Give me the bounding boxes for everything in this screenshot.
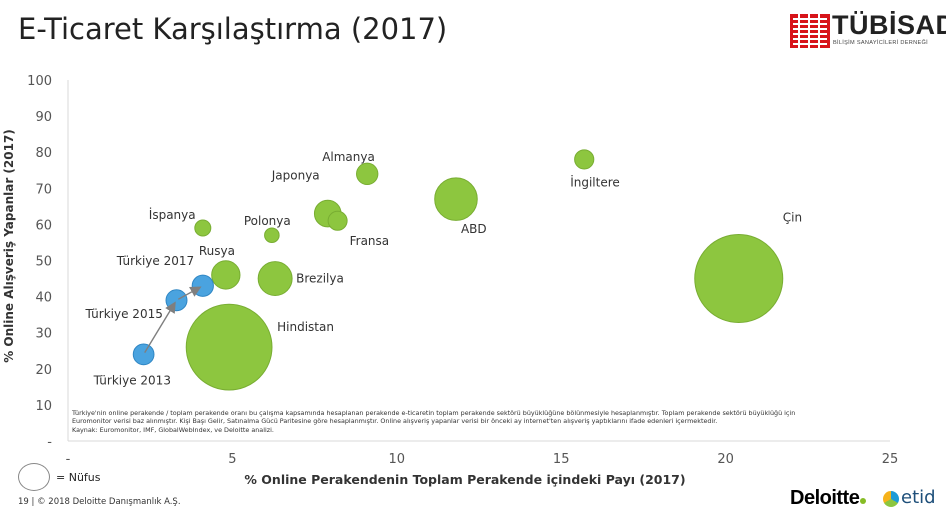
x-tick-label: 5 xyxy=(228,452,236,467)
trend-arrow xyxy=(144,301,176,353)
bubble xyxy=(356,162,379,186)
y-tick-label: 90 xyxy=(35,110,52,125)
etid-logo: etid xyxy=(901,487,936,508)
bubble-label: Çin xyxy=(783,211,802,225)
bubble xyxy=(191,274,214,297)
bubble xyxy=(165,289,188,312)
bubble xyxy=(211,260,241,290)
y-tick-label: 40 xyxy=(35,291,52,306)
bubble xyxy=(574,149,595,170)
bubbles xyxy=(132,149,784,391)
bubble xyxy=(694,234,784,324)
trend-arrow xyxy=(178,286,202,300)
tubisad-flag-icon xyxy=(790,14,830,48)
bubble-label: Almanya xyxy=(322,150,375,164)
bubble-label: İngiltere xyxy=(570,174,620,189)
chart-footnote: Türkiye'nin online perakende / toplam pe… xyxy=(72,409,892,434)
bubble xyxy=(264,227,280,244)
x-tick-label: 20 xyxy=(717,452,734,467)
bubble xyxy=(194,219,212,237)
bubble-labels: Çin Hindistan ABD Brezilya Japonya Rusya Alman… xyxy=(85,150,803,387)
bubble-label: Hindistan xyxy=(277,320,334,334)
x-axis-label: % Online Perakendenin Toplam Perakende i… xyxy=(244,472,685,487)
x-tick-label: 15 xyxy=(553,452,570,467)
bubble-label: ABD xyxy=(461,222,487,236)
y-tick-label: 80 xyxy=(35,146,52,161)
bubble xyxy=(257,261,293,297)
deloitte-logo: Deloitte xyxy=(790,487,867,510)
bubble-label: İspanya xyxy=(149,207,196,222)
bubble xyxy=(185,303,273,391)
deloitte-logo-text: Deloitte xyxy=(790,487,860,509)
page-footer: 19 | © 2018 Deloitte Danışmanlık A.Ş. xyxy=(18,497,181,507)
size-legend-label: = Nüfus xyxy=(56,471,101,484)
y-tick-label: 10 xyxy=(35,399,52,414)
y-tick-label: 20 xyxy=(35,363,52,378)
page-title: E-Ticaret Karşılaştırma (2017) xyxy=(18,12,448,46)
y-tick-label: - xyxy=(47,435,52,450)
bubble-label: Fransa xyxy=(350,234,390,248)
footnote-line: Euromonitor verisi baz alınmıştır. Kişi … xyxy=(72,417,718,426)
footnote-line: Türkiye'nin online perakende / toplam pe… xyxy=(72,409,796,417)
logo-name: TÜBİSAD xyxy=(832,10,946,40)
deloitte-dot-icon xyxy=(860,498,867,504)
x-tick-label: 10 xyxy=(389,452,406,467)
y-tick-labels: - 10 20 30 40 50 60 70 80 90 100 xyxy=(27,74,52,450)
bubble xyxy=(327,210,348,231)
y-tick-label: 50 xyxy=(35,255,52,270)
tubisad-logo: TÜBİSAD BİLİŞİM SANAYİCİLERİ DERNEĞİ xyxy=(790,10,946,52)
footnote-line: Kaynak: Euromonitor, IMF, GlobalWebIndex… xyxy=(72,425,274,434)
bubble-label: Brezilya xyxy=(296,272,344,286)
x-tick-labels: - 5 10 15 20 25 xyxy=(66,452,899,467)
y-tick-label: 30 xyxy=(35,327,52,342)
bubble xyxy=(132,343,155,366)
etid-mark-icon xyxy=(883,491,899,507)
x-tick-label: - xyxy=(66,452,71,467)
bubble-label: Türkiye 2015 xyxy=(85,307,163,321)
y-tick-label: 60 xyxy=(35,218,52,233)
bubble xyxy=(434,177,478,221)
turkey-trend-arrows xyxy=(144,286,202,353)
bubble-label: Rusya xyxy=(199,244,235,258)
size-legend-circle-icon xyxy=(18,463,50,491)
bubble-label: Türkiye 2013 xyxy=(93,373,171,387)
y-tick-label: 100 xyxy=(27,74,52,89)
bubble-label: Polonya xyxy=(244,214,291,228)
bubble-label: Japonya xyxy=(271,169,320,183)
bubble-label: Türkiye 2017 xyxy=(116,254,194,268)
y-axis-label: % Online Alışveriş Yapanlar (2017) xyxy=(2,129,16,363)
y-tick-label: 70 xyxy=(35,182,52,197)
x-tick-label: 25 xyxy=(882,452,899,467)
logo-subtitle: BİLİŞİM SANAYİCİLERİ DERNEĞİ xyxy=(833,40,929,46)
